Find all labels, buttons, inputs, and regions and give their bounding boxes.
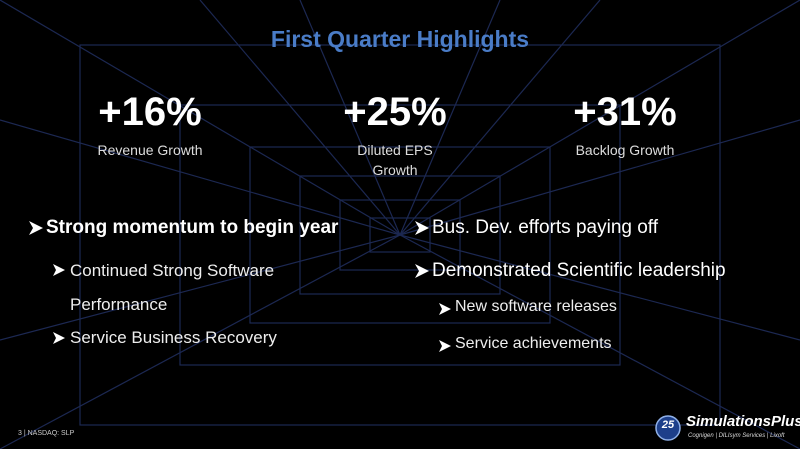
logo-tagline: Cognigen | DILIsym Services | Lixoft — [688, 433, 785, 439]
bullet-main: Demonstrated Scientific leadership — [432, 260, 726, 281]
bullet-arrow — [415, 264, 429, 278]
metric-label: Backlog Growth — [575, 142, 675, 158]
logo-name: SimulationsPlus — [686, 413, 800, 430]
bullet-arrow — [29, 221, 43, 235]
logo-badge-shape — [655, 415, 681, 441]
bullet-sub: Continued Strong Software Performance — [70, 261, 275, 314]
bullet-arrow — [53, 332, 65, 344]
metric-value: +31% — [573, 90, 677, 134]
metric-value: +25% — [343, 90, 447, 134]
bullet-main: Bus. Dev. efforts paying off — [432, 217, 659, 238]
metric-value: +16% — [98, 90, 202, 134]
bullet-arrow — [439, 340, 451, 352]
bullet-main: Strong momentum to begin year — [46, 217, 339, 238]
footer-page: 3 | NASDAQ: SLP — [18, 430, 75, 437]
metric-label: Revenue Growth — [97, 142, 203, 158]
bullet-sub: New software releases — [455, 298, 617, 315]
bullet-arrow — [439, 303, 451, 315]
slide-title: First Quarter Highlights — [270, 26, 530, 52]
metric-label: Diluted EPS Growth — [357, 142, 433, 178]
bullet-sub: Service achievements — [455, 335, 612, 352]
logo-badge: 25 — [661, 419, 675, 431]
bullet-sub: Service Business Recovery — [70, 328, 277, 347]
bullet-arrow — [53, 264, 65, 276]
bullet-arrow — [415, 221, 429, 235]
